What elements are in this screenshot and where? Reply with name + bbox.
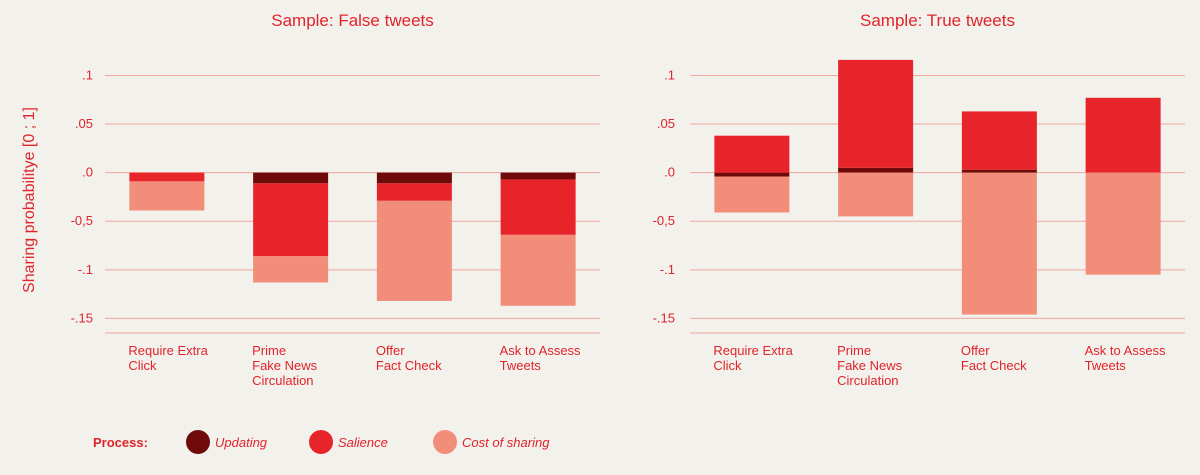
y-tick-label: -.15 xyxy=(71,310,93,325)
legend-swatch xyxy=(186,430,210,454)
x-tick-label: Require Extra Click xyxy=(713,343,793,373)
bar-segment xyxy=(714,135,790,173)
bar-segment xyxy=(1085,97,1161,173)
bar-segment xyxy=(714,172,790,177)
x-tick-label: Ask to Assess Tweets xyxy=(500,343,581,373)
bar-segment xyxy=(253,172,329,184)
legend-swatch xyxy=(309,430,333,454)
bar-segment xyxy=(376,183,452,201)
legend-label: Cost of sharing xyxy=(462,435,550,450)
x-tick-label: Ask to Assess Tweets xyxy=(1085,343,1166,373)
bar-segment xyxy=(838,172,914,217)
x-tick-label: Offer Fact Check xyxy=(376,343,442,373)
y-tick-label: -.1 xyxy=(660,262,675,277)
y-tick-label: .0 xyxy=(82,165,93,180)
x-tick-label: Prime Fake News Circulation xyxy=(252,343,318,388)
x-tick-label: Offer Fact Check xyxy=(961,343,1027,373)
legend-title: Process: xyxy=(93,435,148,450)
bar-segment xyxy=(129,181,205,211)
bar-segment xyxy=(838,167,914,173)
bar-segment xyxy=(500,234,576,306)
y-axis-label: Sharing probabilitye [0 ; 1] xyxy=(21,107,38,293)
y-tick-label: .0 xyxy=(664,165,675,180)
legend-swatch xyxy=(433,430,457,454)
bar-segment xyxy=(500,179,576,235)
y-tick-label: .1 xyxy=(82,67,93,82)
bar-segment xyxy=(1085,172,1161,275)
legend-label: Updating xyxy=(215,435,268,450)
x-tick-label: Prime Fake News Circulation xyxy=(837,343,903,388)
bar-segment xyxy=(253,256,329,283)
bar-segment xyxy=(961,172,1037,315)
y-tick-label: -0,5 xyxy=(71,213,93,228)
bar-segment xyxy=(714,176,790,213)
bar-segment xyxy=(129,172,205,182)
bar-segment xyxy=(961,111,1037,170)
y-tick-label: .1 xyxy=(664,67,675,82)
y-tick-label: -.15 xyxy=(653,310,675,325)
bar-segment xyxy=(838,59,914,168)
bar-segment xyxy=(253,183,329,257)
y-tick-label: -.1 xyxy=(78,262,93,277)
y-tick-label: .05 xyxy=(75,116,93,131)
x-tick-label: Require Extra Click xyxy=(128,343,208,373)
bar-segment xyxy=(961,169,1037,173)
bar-segment xyxy=(500,172,576,180)
bar-segment xyxy=(376,172,452,184)
chart-title: Sample: False tweets xyxy=(271,11,434,30)
bar-segment xyxy=(376,200,452,301)
y-tick-label: .05 xyxy=(657,116,675,131)
y-tick-label: -0,5 xyxy=(653,213,675,228)
legend-label: Salience xyxy=(338,435,388,450)
chart-title: Sample: True tweets xyxy=(860,11,1015,30)
